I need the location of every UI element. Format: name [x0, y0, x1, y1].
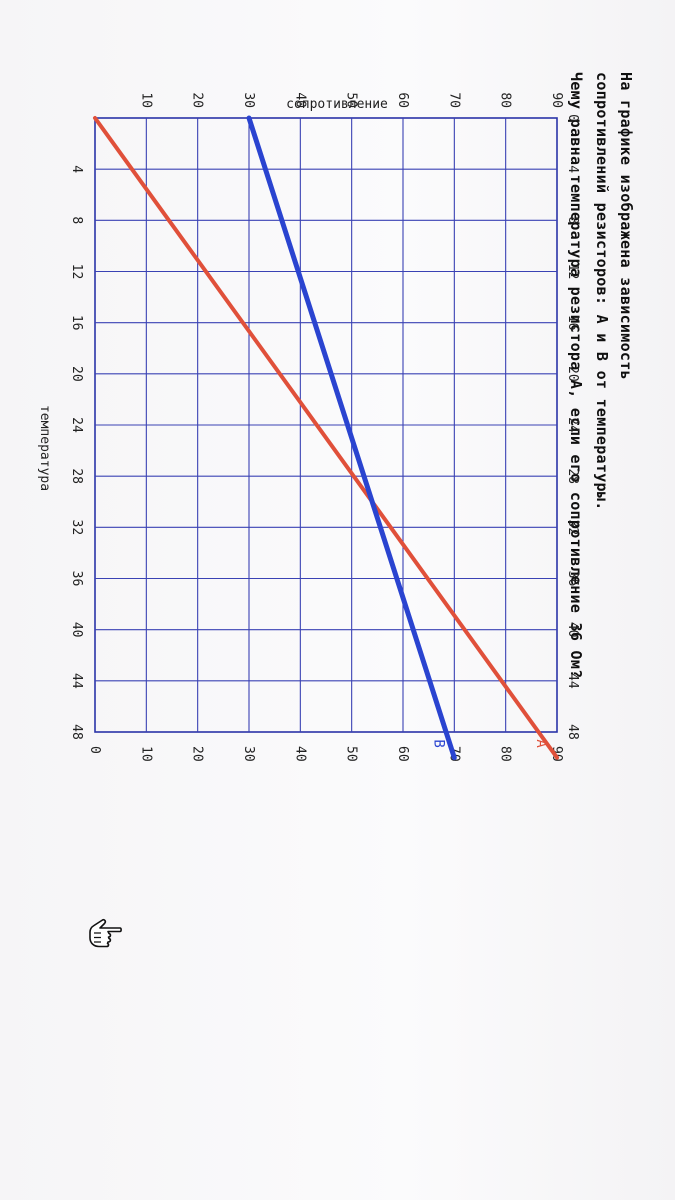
hand-pointer-icon — [84, 918, 122, 948]
x-tick-label-top: 24 — [565, 417, 580, 433]
y-tick-label-left: 10 — [138, 92, 153, 108]
y-tick-label-left: 30 — [241, 92, 256, 108]
chart-grid — [94, 117, 558, 733]
x-tick-label-bottom: 4 — [69, 165, 84, 173]
x-tick-label-bottom: 28 — [69, 468, 84, 484]
y-tick-label-left: 50 — [344, 92, 359, 108]
x-tick-label-top: 0 — [565, 114, 580, 122]
x-tick-label-top: 20 — [565, 366, 580, 382]
x-tick-label-top: 40 — [565, 622, 580, 638]
x-tick-label-top: 16 — [565, 315, 580, 331]
x-tick-label-bottom: 48 — [69, 724, 84, 740]
y-tick-label-right: 20 — [190, 746, 205, 762]
x-tick-label-top: 12 — [565, 264, 580, 280]
x-tick-label-top: 44 — [565, 673, 580, 689]
y-tick-label-right: 60 — [395, 746, 410, 762]
x-tick-label-top: 48 — [565, 724, 580, 740]
x-tick-label-bottom: 32 — [69, 520, 84, 536]
y-tick-label-left: 70 — [446, 92, 461, 108]
series-label-b: В — [430, 739, 446, 747]
series-line-a — [93, 116, 559, 760]
y-tick-label-right: 80 — [498, 746, 513, 762]
x-tick-label-bottom: 8 — [69, 216, 84, 224]
chart-series: АВ — [93, 115, 559, 761]
y-axis-title: сопротивление — [286, 97, 388, 112]
y-tick-label-right: 30 — [241, 746, 256, 762]
x-tick-label-bottom: 40 — [69, 622, 84, 638]
x-tick-label-bottom: 44 — [69, 673, 84, 689]
series-label-a: А — [533, 739, 549, 748]
y-tick-label-left: 80 — [498, 92, 513, 108]
y-tick-label-right: 40 — [292, 746, 307, 762]
x-axis-title: температура — [37, 405, 52, 491]
series-line-b — [246, 115, 457, 761]
x-tick-label-bottom: 12 — [69, 264, 84, 280]
y-tick-label-left: 20 — [190, 92, 205, 108]
x-tick-label-top: 36 — [565, 571, 580, 587]
x-tick-label-bottom: 20 — [69, 366, 84, 382]
x-tick-label-bottom: 36 — [69, 571, 84, 587]
y-tick-label-left: 90 — [549, 92, 564, 108]
y-tick-label-right: 10 — [138, 746, 153, 762]
y-tick-label-left: 40 — [292, 92, 307, 108]
y-tick-label-right: 50 — [344, 746, 359, 762]
y-tick-label-left: 60 — [395, 92, 410, 108]
x-tick-label-top: 8 — [565, 216, 580, 224]
x-tick-label-bottom: 24 — [69, 417, 84, 433]
chart-ticks: 0481216202428323640444848121620242832364… — [69, 92, 580, 761]
x-tick-label-bottom: 16 — [69, 315, 84, 331]
x-tick-label-top: 28 — [565, 468, 580, 484]
y-tick-label-right: 0 — [87, 746, 102, 754]
x-tick-label-top: 32 — [565, 520, 580, 536]
x-tick-label-top: 4 — [565, 165, 580, 173]
